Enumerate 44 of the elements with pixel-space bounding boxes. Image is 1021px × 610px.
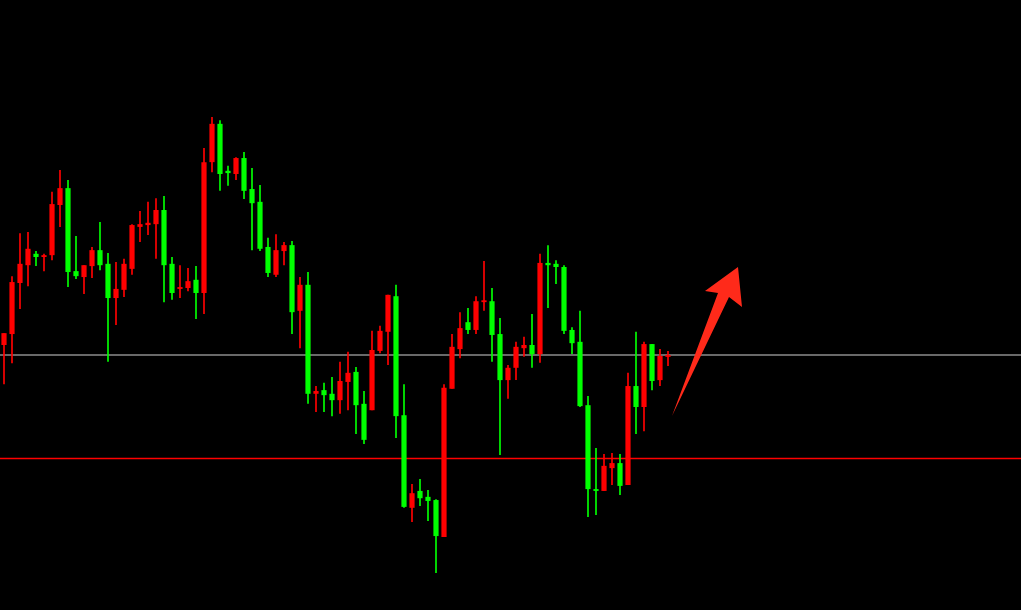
candlestick — [113, 261, 119, 326]
candlestick — [137, 210, 143, 243]
candlestick — [281, 241, 287, 267]
candlestick — [89, 246, 95, 279]
candlestick — [345, 351, 351, 412]
candlestick — [321, 382, 327, 413]
candlestick — [17, 232, 23, 310]
candlestick — [569, 326, 575, 355]
candlestick — [553, 259, 559, 285]
candlestick — [97, 221, 103, 272]
candlestick — [41, 252, 47, 272]
candlestick — [33, 250, 39, 267]
candlestick — [545, 244, 551, 309]
candlestick — [249, 167, 255, 251]
candlestick — [417, 478, 423, 507]
candlestick — [521, 335, 527, 358]
candlestick — [665, 350, 671, 367]
candlestick — [481, 260, 487, 312]
candlestick — [465, 307, 471, 335]
candlestick — [233, 156, 239, 181]
candlestick — [145, 200, 151, 236]
candlestick — [177, 264, 183, 299]
candlestick — [337, 361, 343, 415]
candlestick — [57, 169, 63, 228]
candlestick — [425, 489, 431, 522]
candlestick — [153, 197, 159, 260]
candlestick — [633, 330, 639, 435]
candlestick — [329, 376, 335, 417]
candlestick — [617, 453, 623, 496]
candlestick — [225, 164, 231, 187]
candlestick — [1, 332, 7, 386]
candlestick — [81, 264, 87, 295]
candlestick — [513, 340, 519, 381]
candlestick — [593, 447, 599, 516]
candlestick — [529, 313, 535, 369]
candlestick — [313, 385, 319, 413]
candlestick — [505, 364, 511, 400]
candlestick — [73, 235, 79, 280]
candlestick — [193, 265, 199, 320]
candlestick — [409, 483, 415, 523]
candlestick — [377, 325, 383, 355]
candlestick — [185, 267, 191, 293]
candlestick — [25, 231, 31, 288]
candlestick — [457, 311, 463, 360]
